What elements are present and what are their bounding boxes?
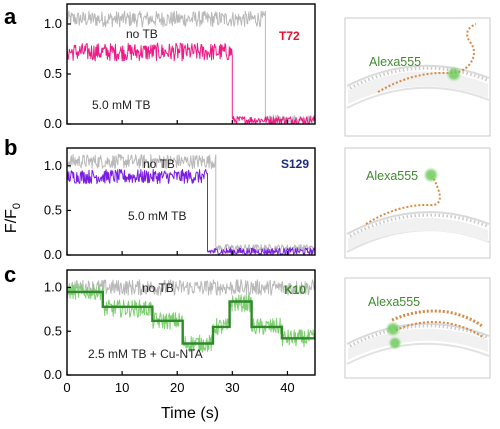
y-tick-label-b-2: 1.0	[44, 158, 62, 173]
lipid-heads-a	[349, 66, 488, 90]
trace-c-0	[66, 279, 316, 296]
y-tick-label-b-0: 0.0	[44, 247, 62, 262]
probe-label-c: Alexa555	[368, 295, 420, 309]
step-fit-c	[67, 290, 315, 345]
trace-c-1	[66, 283, 316, 353]
x-tick-label-3: 30	[225, 380, 239, 395]
ref-label-c: no TB	[142, 281, 174, 295]
fluorophore-dot-c2	[388, 336, 402, 350]
x-tick-label-2: 20	[170, 380, 184, 395]
ref-label-b: no TB	[143, 157, 175, 171]
exp-label-a: 5.0 mM TB	[92, 98, 150, 112]
chart-panel-a: 0.0 0.5 1.0	[44, 3, 316, 131]
protein-chain-a	[377, 23, 477, 93]
protein-chain-b	[365, 175, 442, 225]
plot-frame-b	[66, 147, 316, 256]
membrane-schematic-c: Alexa555	[344, 277, 491, 379]
svg-text:F/F0: F/F0	[3, 203, 23, 233]
panel-tag-b: S129	[281, 157, 309, 171]
y-tick-label-c-1: 0.5	[44, 323, 62, 338]
y-tick-label-a-0: 0.0	[44, 116, 62, 131]
y-tick-label-a-2: 1.0	[44, 16, 62, 31]
x-tick-label-1: 10	[115, 380, 129, 395]
exp-label-b: 5.0 mM TB	[128, 209, 186, 223]
fluorophore-dot-b	[423, 167, 439, 183]
fluorophore-dot-c1	[385, 321, 401, 337]
probe-label-b: Alexa555	[366, 169, 418, 183]
panel-tag-c: K10	[284, 283, 306, 297]
y-tick-label-c-0: 0.0	[44, 367, 62, 382]
lipid-heads-c	[349, 324, 488, 348]
trace-b-1	[66, 168, 316, 256]
lipid-heads-b	[349, 213, 488, 238]
fluorophore-dot-a	[446, 66, 462, 82]
panel-letter-c: c	[4, 262, 16, 287]
plot-frame-a	[66, 3, 316, 125]
x-axis-title: Time (s)	[161, 405, 219, 422]
chart-panel-b: 0.0 0.5 1.0	[44, 147, 316, 262]
plot-frame-c	[66, 269, 316, 376]
y-tick-label-a-1: 0.5	[44, 66, 62, 81]
membrane-schematic-b: Alexa555	[344, 147, 491, 259]
panel-letter-a: a	[4, 4, 17, 29]
x-tick-label-4: 40	[280, 380, 294, 395]
y-tick-label-c-2: 1.0	[44, 280, 62, 295]
inset-frame-c	[344, 277, 491, 379]
exp-label-c: 2.5 mM TB + Cu-NTA	[88, 347, 203, 361]
y-axis-title: F/F0	[3, 203, 23, 233]
panel-letter-b: b	[4, 135, 17, 160]
protein-chain-c	[391, 309, 483, 328]
membrane-schematic-a: Alexa555	[344, 17, 491, 137]
x-tick-label-0: 0	[63, 380, 70, 395]
chart-panel-c: 0.0 0.5 1.0 0 10 20 30 40	[44, 269, 316, 395]
panel-tag-a: T72	[279, 29, 300, 43]
trace-b-0	[66, 153, 316, 252]
trace-a-1	[66, 42, 316, 125]
ref-label-a: no TB	[126, 27, 158, 41]
probe-label-a: Alexa555	[369, 55, 421, 69]
y-tick-label-b-1: 0.5	[44, 202, 62, 217]
